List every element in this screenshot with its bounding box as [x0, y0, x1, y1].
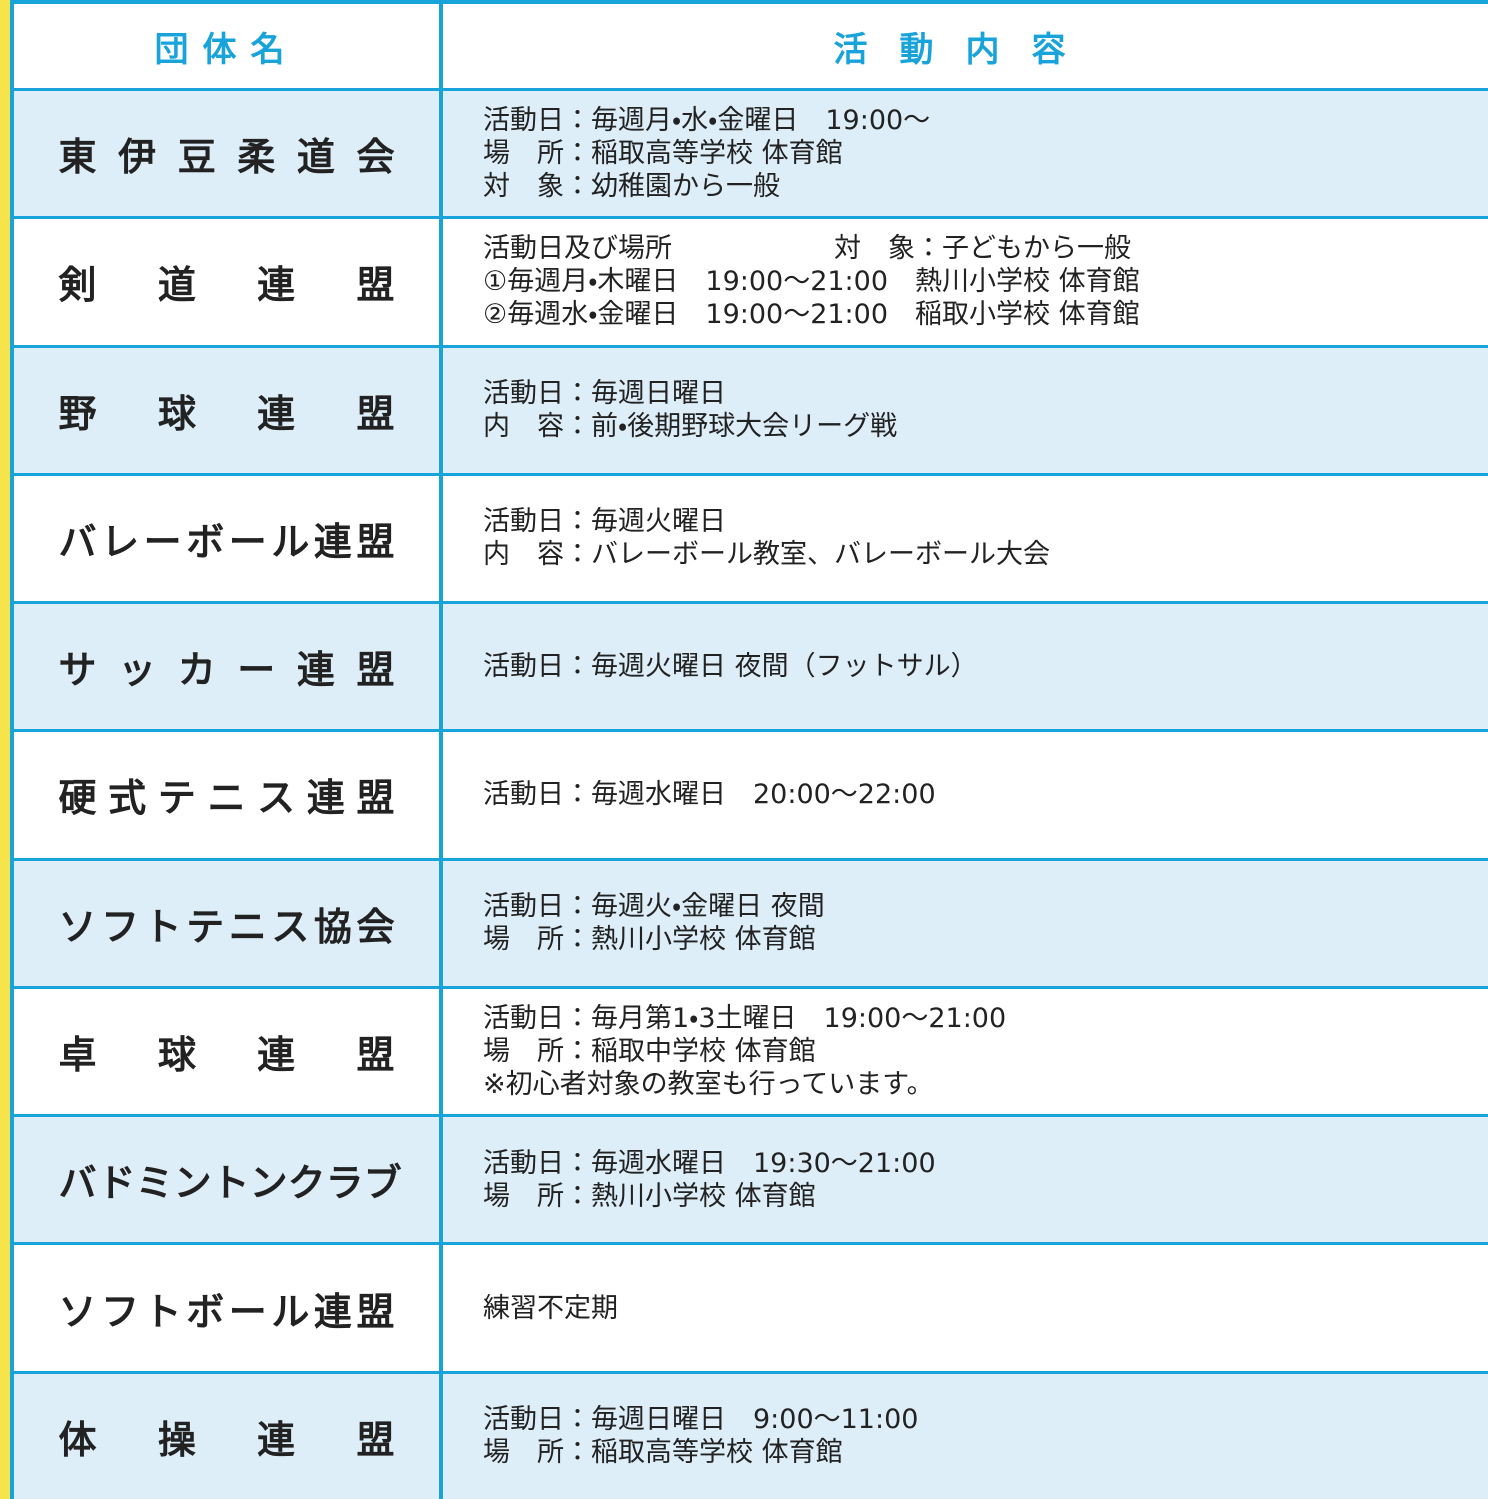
content-line: 活動日：毎週日曜日	[483, 378, 726, 410]
content-line: 活動日：毎週火・金曜日 夜間	[483, 891, 825, 923]
table-row: バドミントンクラブ 活動日：毎週水曜日 19:30〜21:00 場 所：熱川小学校 …	[10, 1114, 1488, 1243]
group-name: 野球連盟	[58, 391, 395, 436]
name-cell: 野球連盟	[10, 347, 443, 473]
content-line: 内 容：バレーボール教室、バレーボール大会	[483, 539, 1050, 571]
content-line: 場 所：稲取高等学校 体育館	[483, 1437, 843, 1469]
group-name: 卓球連盟	[58, 1033, 395, 1078]
name-cell: 剣道連盟	[10, 219, 443, 345]
content-cell: 活動日：毎週日曜日 9:00〜11:00 場 所：稲取高等学校 体育館	[443, 1374, 1488, 1499]
side-strip	[0, 0, 10, 1499]
content-cell: 活動日：毎月第1・3土曜日 19:00〜21:00 場 所：稲取中学校 体育館 ※初…	[443, 989, 1488, 1114]
name-cell: サッカー連盟	[10, 604, 443, 730]
header-cell: 団体名	[10, 4, 443, 88]
content-line: 場 所：稲取中学校 体育館	[483, 1036, 816, 1068]
table-row: 東伊豆柔道会 活動日：毎週月・水・金曜日 19:00〜場 所：稲取高等学校 体育館…	[10, 88, 1488, 217]
content-line: 活動日：毎週水曜日 19:30〜21:00	[483, 1147, 936, 1179]
group-name: 剣道連盟	[58, 263, 395, 308]
header-row: 団体名 活動内容	[10, 0, 1488, 88]
content-line: ①毎週月・木曜日 19:00〜21:00 熱川小学校 体育館	[483, 266, 1140, 298]
content-line: ※初心者対象の教室も行っています。	[483, 1069, 934, 1101]
name-cell: ソフトテニス協会	[10, 860, 443, 986]
content-line: 活動日：毎週水曜日 20:00〜22:00	[483, 779, 936, 811]
table-row: バレーボール連盟 活動日：毎週火曜日内 容：バレーボール教室、バレーボール大会	[10, 472, 1488, 602]
table-row: 剣道連盟 活動日及び場所 対 象：子どもから一般 ①毎週月・木曜日 19:00〜21…	[10, 216, 1488, 345]
table-row: 野球連盟 活動日：毎週日曜日内 容：前・後期野球大会リーグ戦	[10, 344, 1488, 473]
content-line: 活動日：毎週火曜日 夜間（フットサル）	[483, 651, 978, 683]
header-text: 活動内容	[833, 29, 1098, 70]
content-line: 場 所：稲取高等学校 体育館	[483, 138, 843, 170]
content-cell: 活動日：毎週日曜日内 容：前・後期野球大会リーグ戦	[443, 348, 1488, 473]
content-line: ②毎週水・金曜日 19:00〜21:00 稲取小学校 体育館	[483, 299, 1140, 331]
group-name: ソフトボール連盟	[58, 1289, 395, 1334]
content-cell: 活動日：毎週水曜日 19:30〜21:00 場 所：熱川小学校 体育館	[443, 1117, 1488, 1242]
group-name: バドミントンクラブ	[58, 1161, 402, 1206]
content-cell: 活動日：毎週月・水・金曜日 19:00〜場 所：稲取高等学校 体育館対 象：幼稚…	[443, 91, 1488, 216]
group-name: バレーボール連盟	[58, 519, 395, 564]
header-cell: 活動内容	[443, 4, 1488, 88]
content-line: 活動日：毎週月・水・金曜日 19:00〜	[483, 105, 931, 137]
content-line: 場 所：熱川小学校 体育館	[483, 1180, 816, 1212]
content-line: 活動日及び場所 対 象：子どもから一般	[483, 233, 1131, 265]
content-cell: 活動日：毎週火曜日内 容：バレーボール教室、バレーボール大会	[443, 476, 1488, 601]
table-row: 体操連盟 活動日：毎週日曜日 9:00〜11:00 場 所：稲取高等学校 体育館	[10, 1370, 1488, 1499]
table-row: 硬式テニス連盟 活動日：毎週水曜日 20:00〜22:00	[10, 729, 1488, 858]
group-name: 東伊豆柔道会	[58, 135, 395, 180]
content-line: 活動日：毎週日曜日 9:00〜11:00	[483, 1404, 919, 1436]
group-name: サッカー連盟	[58, 648, 395, 693]
content-cell: 活動日：毎週水曜日 20:00〜22:00	[443, 732, 1488, 857]
table-row: ソフトボール連盟 練習不定期	[10, 1242, 1488, 1371]
name-cell: バレーボール連盟	[10, 475, 443, 602]
content-cell: 練習不定期	[443, 1245, 1488, 1370]
content-cell: 活動日及び場所 対 象：子どもから一般 ①毎週月・木曜日 19:00〜21:00 …	[443, 219, 1488, 344]
name-cell: 東伊豆柔道会	[10, 91, 443, 217]
content-line: 活動日：毎月第1・3土曜日 19:00〜21:00	[483, 1003, 1007, 1035]
content-line: 活動日：毎週火曜日	[483, 506, 726, 538]
content-line: 練習不定期	[483, 1292, 618, 1324]
content-line: 対 象：幼稚園から一般	[483, 171, 780, 203]
table-row: サッカー連盟 活動日：毎週火曜日 夜間（フットサル）	[10, 601, 1488, 730]
name-cell: バドミントンクラブ	[10, 1117, 443, 1243]
table-row: ソフトテニス協会 活動日：毎週火・金曜日 夜間場 所：熱川小学校 体育館	[10, 857, 1488, 986]
name-cell: 卓球連盟	[10, 988, 443, 1115]
group-name: 体操連盟	[58, 1417, 395, 1462]
content-cell: 活動日：毎週火・金曜日 夜間場 所：熱川小学校 体育館	[443, 861, 1488, 986]
name-cell: 体操連盟	[10, 1373, 443, 1499]
content-line: 内 容：前・後期野球大会リーグ戦	[483, 411, 898, 443]
name-cell: ソフトボール連盟	[10, 1245, 443, 1371]
content-cell: 活動日：毎週火曜日 夜間（フットサル）	[443, 604, 1488, 729]
group-name: 硬式テニス連盟	[58, 776, 395, 821]
content-line: 場 所：熱川小学校 体育館	[483, 924, 816, 956]
name-cell: 硬式テニス連盟	[10, 732, 443, 858]
group-name: ソフトテニス協会	[58, 904, 395, 949]
table-row: 卓球連盟 活動日：毎月第1・3土曜日 19:00〜21:00 場 所：稲取中学校 体…	[10, 985, 1488, 1115]
header-text: 団体名	[154, 29, 299, 70]
